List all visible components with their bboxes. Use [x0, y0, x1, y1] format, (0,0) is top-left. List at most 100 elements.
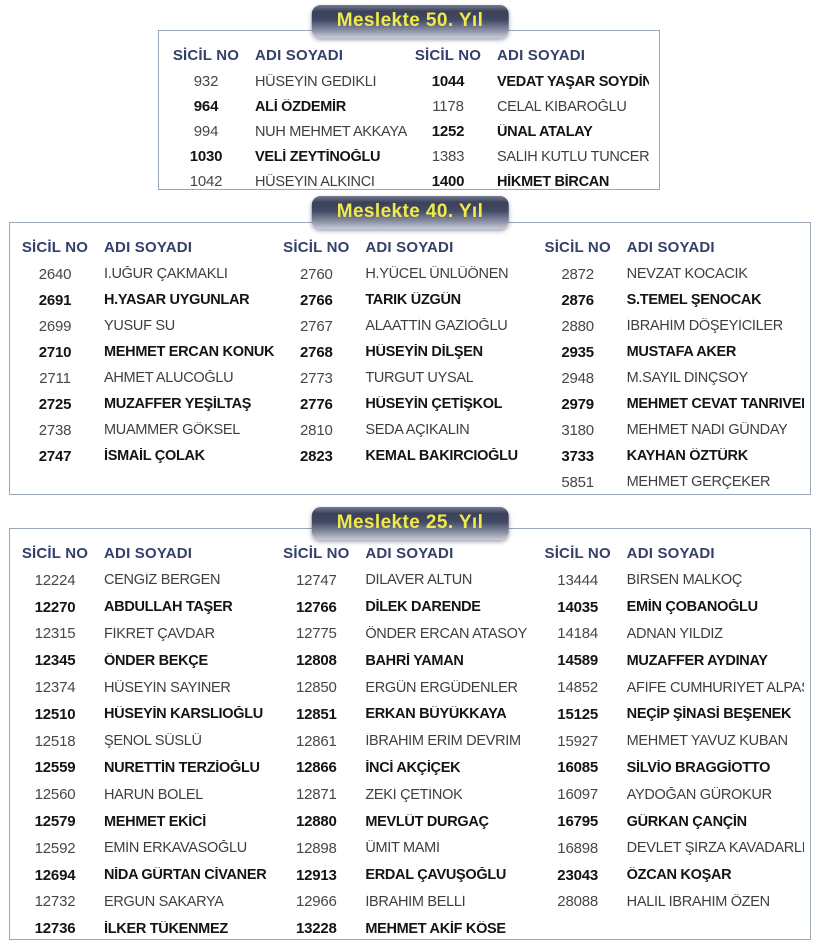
table-row: 2810 SEDA AÇIKALIN — [281, 417, 542, 443]
table-row: 14852 AFİFE CUMHURİYET ALPASLAN — [543, 674, 804, 701]
name-cell: TURGUT UYSAL — [365, 370, 474, 386]
table-row: 1383 SALİH KUTLU TUNCER — [413, 144, 649, 169]
name-cell: ERKAN BÜYÜKKAYA — [365, 706, 507, 723]
sicil-no-cell: 12579 — [34, 813, 76, 831]
table-header-row: SİCİL NO ADI SOYADI — [281, 539, 542, 567]
table-row: 1252 ÜNAL ATALAY — [413, 119, 649, 144]
table-column-group: SİCİL NO ADI SOYADI 12747 DİLAVER ALTUN 1276… — [281, 539, 542, 942]
table-row: 12345 ÖNDER BEKÇE — [20, 647, 281, 674]
name-cell: NUH MEHMET AKKAYA — [255, 123, 408, 140]
sicil-no-cell: 14184 — [557, 625, 599, 643]
table-row: 2876 S.TEMEL ŞENOCAK — [543, 287, 804, 313]
sicil-no-cell: 1044 — [431, 73, 465, 90]
table-row: 2760 H.YÜCEL ÜNLÜÖNEN — [281, 261, 542, 287]
sicil-no-cell: 16085 — [557, 759, 599, 777]
sicil-no-cell: 2876 — [561, 291, 594, 309]
name-cell: İBRAHİM DÖŞEYİCİLER — [626, 318, 783, 334]
table-row: 2768 HÜSEYİN DİLŞEN — [281, 339, 542, 365]
name-cell: ERGUN SAKARYA — [104, 893, 224, 910]
table-column-group: SİCİL NO ADI SOYADI 1044 VEDAT YAŞAR SOYDİN… — [413, 41, 649, 194]
table-row: 2948 M.SAYIL DİNÇSOY — [543, 365, 804, 391]
sicil-no-cell: 2725 — [38, 395, 72, 413]
table-header-row: SİCİL NO ADI SOYADI — [171, 41, 413, 69]
sicil-no-cell: 12747 — [295, 571, 337, 589]
name-cell: YUSUF SU — [104, 318, 175, 334]
name-cell: KEMAL BAKIRCIOĞLU — [365, 448, 518, 464]
name-cell: DİLAVER ALTUN — [365, 572, 473, 589]
table-row: 13444 BİRSEN MALKOÇ — [543, 567, 804, 594]
name-cell: KAYHAN ÖZTÜRK — [626, 448, 748, 464]
table-row: 16898 DEVLET ŞİRZA KAVADARLI — [543, 835, 804, 862]
col-header-adi-soyadi: ADI SOYADI — [626, 238, 715, 256]
sicil-no-cell: 1400 — [431, 173, 465, 190]
name-cell: MEHMET EKİCİ — [104, 813, 206, 830]
table-column-group: SİCİL NO ADI SOYADI 2640 İ.UĞUR ÇAKMAKLI 269… — [20, 233, 281, 495]
sicil-no-cell: 12736 — [34, 920, 76, 938]
sicil-no-cell: 12850 — [295, 679, 337, 697]
name-cell: DİLEK DARENDE — [365, 599, 481, 616]
table-row: 12224 CENGİZ BERGEN — [20, 567, 281, 594]
name-cell: MEVLÜT DURGAÇ — [365, 813, 489, 830]
sicil-no-cell: 12559 — [34, 759, 76, 777]
name-cell: SEDA AÇIKALIN — [365, 422, 470, 438]
name-cell: NEVZAT KOCACIK — [626, 266, 748, 282]
sicil-no-cell: 964 — [193, 98, 219, 115]
sicil-no-cell: 15125 — [557, 705, 599, 723]
name-cell: ŞENOL SÜSLÜ — [104, 733, 202, 750]
table-row: 1042 HÜSEYİN ALKINCI — [171, 169, 413, 194]
sicil-no-cell: 12766 — [295, 598, 337, 616]
name-cell: İSMAİL ÇOLAK — [104, 448, 205, 464]
table-row: 5851 MEHMET GERÇEKER — [543, 469, 804, 495]
name-cell: M.SAYIL DİNÇSOY — [626, 370, 748, 386]
sicil-no-cell: 1383 — [431, 148, 465, 165]
sicil-no-cell: 1178 — [432, 98, 464, 115]
name-cell: HİKMET BİRCAN — [497, 173, 610, 190]
table-row: 12518 ŞENOL SÜSLÜ — [20, 728, 281, 755]
table-row: 23043 ÖZCAN KOŞAR — [543, 862, 804, 889]
name-cell: ÖNDER BEKÇE — [104, 652, 208, 669]
table-row: 2699 YUSUF SU — [20, 313, 281, 339]
name-cell: MUSTAFA AKER — [626, 344, 737, 360]
name-cell: ZEKİ ÇETİNOK — [365, 786, 463, 803]
sicil-no-cell: 2747 — [38, 447, 72, 465]
table-row: 12808 BAHRİ YAMAN — [281, 647, 542, 674]
sicil-no-cell: 2872 — [561, 265, 594, 283]
name-cell: ABDULLAH TAŞER — [104, 599, 233, 616]
name-cell: MEHMET NADİ GÜNDAY — [626, 422, 788, 438]
table-row: 1030 VELİ ZEYTİNOĞLU — [171, 144, 413, 169]
name-cell: HÜSEYİN DİLŞEN — [365, 344, 483, 360]
name-cell: ÜMİT MAMİ — [365, 840, 440, 857]
name-cell: VELİ ZEYTİNOĞLU — [255, 148, 381, 165]
sicil-no-cell: 12898 — [295, 839, 337, 857]
col-header-adi-soyadi: ADI SOYADI — [255, 46, 344, 64]
table-row: 12850 ERGÜN ERGÜDENLER — [281, 674, 542, 701]
name-cell: CENGİZ BERGEN — [104, 572, 221, 589]
name-cell: BAHRİ YAMAN — [365, 652, 464, 669]
sicil-no-cell: 12775 — [295, 625, 337, 643]
name-cell: HÜSEYİN ALKINCI — [255, 173, 375, 190]
name-cell: AFİFE CUMHURİYET ALPASLAN — [626, 679, 804, 696]
table-row: 994 NUH MEHMET AKKAYA — [171, 119, 413, 144]
sicil-no-cell: 2979 — [561, 395, 594, 413]
table-row: 1400 HİKMET BİRCAN — [413, 169, 649, 194]
name-cell: MUAMMER GÖKSEL — [104, 422, 240, 438]
name-cell: İLKER TÜKENMEZ — [104, 920, 228, 937]
table-row: 2766 TARIK ÜZGÜN — [281, 287, 542, 313]
col-header-adi-soyadi: ADI SOYADI — [626, 544, 715, 562]
name-cell: HALİL İBRAHİM ÖZEN — [626, 893, 770, 910]
name-cell: SALİH KUTLU TUNCER — [497, 148, 649, 165]
sicil-no-cell: 2773 — [300, 369, 333, 387]
name-cell: NURETTİN TERZİOĞLU — [104, 759, 260, 776]
name-cell: ALAATTİN GAZİOĞLU — [365, 318, 508, 334]
name-cell: HÜSEYİN GEDİKLİ — [255, 73, 377, 90]
sicil-no-cell: 2738 — [38, 421, 72, 439]
table-row: 2691 H.YASAR UYGUNLAR — [20, 287, 281, 313]
sicil-no-cell: 12913 — [295, 866, 337, 884]
table-row: 12747 DİLAVER ALTUN — [281, 567, 542, 594]
table-row: 2979 MEHMET CEVAT TANRIVERDİ — [543, 391, 804, 417]
sicil-no-cell: 12861 — [295, 732, 337, 750]
sicil-no-cell: 12880 — [295, 813, 337, 831]
table-row: 16085 SİLVİO BRAGGİOTTO — [543, 755, 804, 782]
name-cell: ERDAL ÇAVUŞOĞLU — [365, 867, 507, 884]
table-header-row: SİCİL NO ADI SOYADI — [543, 539, 804, 567]
